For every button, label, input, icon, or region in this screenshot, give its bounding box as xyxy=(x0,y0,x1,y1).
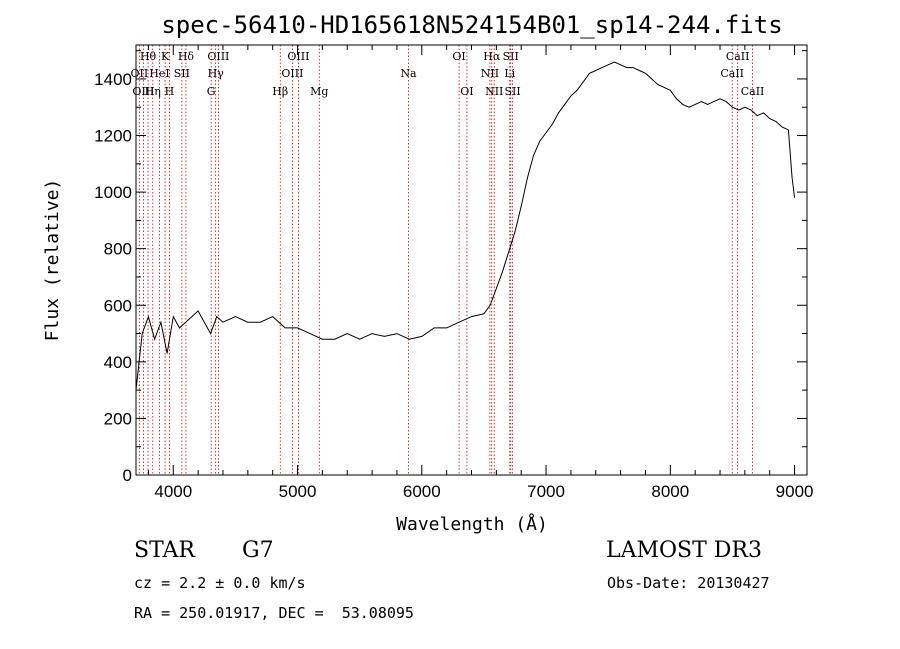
redshift-text: cz = 2.2 ± 0.0 km/s xyxy=(134,574,306,592)
spectral-line-label: SII xyxy=(503,50,519,63)
spectral-line-label: Li xyxy=(504,67,515,80)
spectral-line-label: Hη xyxy=(145,85,161,98)
spectral-line-label: OI xyxy=(452,50,465,63)
x-tick-label: 6000 xyxy=(403,482,441,501)
object-subclass: G7 xyxy=(242,538,274,563)
y-tick-label: 400 xyxy=(104,353,132,372)
spectral-line-label: OIII xyxy=(281,67,303,80)
y-tick-label: 200 xyxy=(104,409,132,428)
spectral-line-label: HeI xyxy=(149,67,169,80)
spectral-line-label: Hδ xyxy=(178,50,195,63)
y-axis-label: Flux (relative) xyxy=(42,179,63,342)
spectral-line-label: H xyxy=(165,85,175,98)
y-tick-label: 1200 xyxy=(94,127,132,146)
x-tick-label: 7000 xyxy=(527,482,565,501)
survey-name: LAMOST DR3 xyxy=(606,538,762,563)
chart-title: spec-56410-HD165618N524154B01_sp14-244.f… xyxy=(161,11,782,39)
spectral-line-label: OIII xyxy=(132,85,154,98)
spectral-line-label: Hα xyxy=(483,50,501,63)
plot-frame xyxy=(135,44,808,476)
obs-date-text: Obs-Date: 20130427 xyxy=(607,574,770,592)
spectral-line-label: Hθ xyxy=(140,50,157,63)
y-axis: 0 200 400 600 800 1000 1200 1400 xyxy=(94,50,807,485)
spectral-line-label: K xyxy=(161,50,170,63)
x-axis: 4000 5000 6000 7000 8000 9000 xyxy=(147,45,814,501)
spectrum-line xyxy=(135,61,796,391)
y-tick-label: 1000 xyxy=(94,183,132,202)
spectral-line-label: SII xyxy=(174,67,190,80)
spectral-line-label: CaII xyxy=(741,85,765,98)
y-tick-label: 1400 xyxy=(94,70,132,89)
x-axis-label: Wavelength (Å) xyxy=(396,513,548,535)
y-tick-label: 800 xyxy=(104,240,132,259)
radec-text: RA = 250.01917, DEC = 53.08095 xyxy=(134,604,414,622)
spectral-line-label: OIII xyxy=(207,50,229,63)
spectral-line-label: Hγ xyxy=(208,67,225,80)
spectral-line-label: OI xyxy=(460,85,473,98)
spectral-line-label: NII xyxy=(485,85,503,98)
y-tick-label: 600 xyxy=(104,296,132,315)
spectral-line-label: NII xyxy=(481,67,499,80)
spectral-line-label: CaII xyxy=(720,67,744,80)
spectral-line-label: CaII xyxy=(726,50,750,63)
x-tick-label: 4000 xyxy=(154,482,192,501)
spectral-line-label: Mg xyxy=(310,85,328,98)
spectral-line-label: Hβ xyxy=(272,85,288,98)
spectral-line-label: SII xyxy=(505,85,521,98)
y-tick-label: 0 xyxy=(123,466,132,485)
x-tick-label: 5000 xyxy=(279,482,317,501)
spectral-line-label: G xyxy=(207,85,216,98)
x-tick-label: 8000 xyxy=(651,482,689,501)
object-class: STAR xyxy=(134,538,195,563)
spectral-line-label: OII xyxy=(130,67,148,80)
spectral-line-label: OIII xyxy=(287,50,309,63)
x-tick-label: 9000 xyxy=(776,482,814,501)
spectral-line-label: Na xyxy=(400,67,417,80)
